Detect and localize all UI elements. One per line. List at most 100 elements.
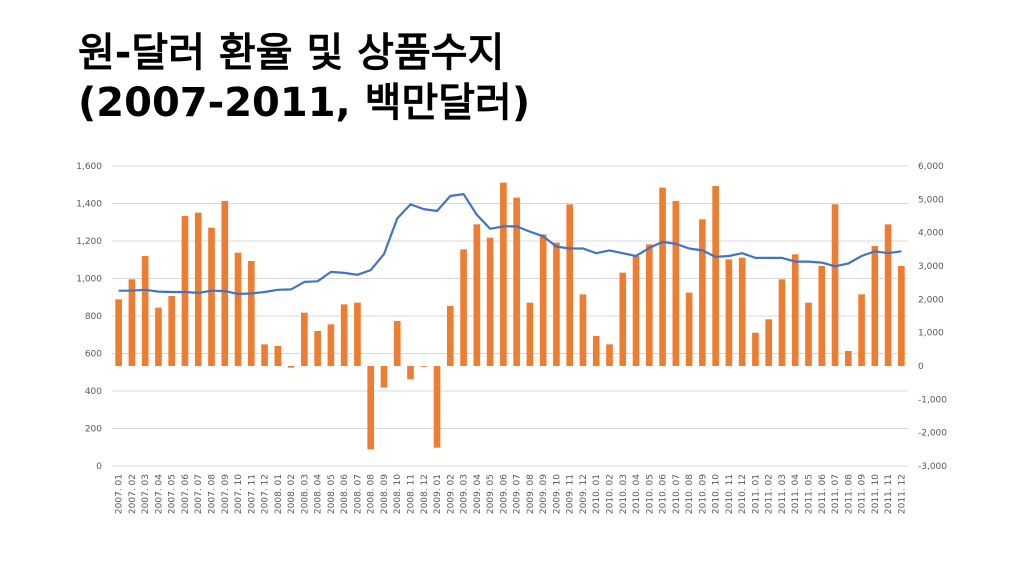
bar-trade-balance bbox=[513, 197, 520, 366]
bar-trade-balance bbox=[884, 224, 892, 366]
x-tick-label: 2010. 06 bbox=[659, 474, 669, 514]
bar-trade-balance bbox=[805, 302, 812, 366]
x-tick-label: 2008. 04 bbox=[314, 474, 324, 514]
x-tick-label: 2008. 12 bbox=[420, 474, 430, 514]
bar-trade-balance bbox=[274, 346, 282, 366]
bar-trade-balance bbox=[407, 366, 414, 380]
x-tick-label: 2009. 11 bbox=[566, 474, 576, 514]
y-right-tick-label: 0 bbox=[918, 362, 924, 372]
bar-trade-balance bbox=[354, 302, 361, 366]
x-tick-label: 2007. 07 bbox=[194, 474, 204, 514]
y-left-tick-label: 600 bbox=[85, 350, 102, 360]
bar-trade-balance bbox=[672, 201, 680, 366]
x-tick-label: 2008. 11 bbox=[407, 474, 417, 514]
bar-trade-balance bbox=[287, 366, 295, 368]
x-tick-label: 2008. 03 bbox=[300, 474, 310, 514]
y-right-tick-label: 5,000 bbox=[918, 195, 944, 205]
x-tick-label: 2008. 10 bbox=[393, 474, 403, 514]
y-left-tick-label: 400 bbox=[85, 387, 102, 397]
bar-trade-balance bbox=[327, 324, 335, 366]
bar-trade-balance bbox=[844, 351, 852, 366]
bar-trade-balance bbox=[486, 237, 494, 366]
x-tick-label: 2011. 09 bbox=[858, 474, 868, 514]
y-left-tick-label: 1,000 bbox=[76, 275, 102, 285]
y-left-tick-label: 1,600 bbox=[76, 162, 102, 172]
x-tick-label: 2011. 01 bbox=[751, 474, 761, 514]
x-tick-label: 2009. 06 bbox=[499, 474, 509, 514]
bar-trade-balance bbox=[831, 204, 839, 366]
x-tick-label: 2010. 05 bbox=[645, 474, 655, 514]
bar-trade-balance bbox=[818, 266, 826, 366]
bar-trade-balance bbox=[858, 294, 865, 366]
bar-trade-balance bbox=[526, 302, 534, 366]
x-tick-label: 2009. 04 bbox=[473, 474, 483, 514]
x-tick-label: 2011. 04 bbox=[791, 474, 801, 514]
bar-trade-balance bbox=[659, 187, 666, 366]
bar-trade-balance bbox=[619, 272, 627, 366]
x-tick-label: 2009. 12 bbox=[579, 474, 589, 514]
bar-trade-balance bbox=[871, 246, 879, 366]
y-left-tick-label: 200 bbox=[85, 425, 102, 435]
y-right-tick-label: 1,000 bbox=[918, 329, 944, 339]
x-tick-label: 2009. 03 bbox=[460, 474, 470, 514]
x-tick-label: 2010. 07 bbox=[672, 474, 682, 514]
x-tick-label: 2011. 02 bbox=[765, 474, 775, 514]
bar-trade-balance bbox=[194, 212, 202, 366]
bar-trade-balance bbox=[712, 186, 719, 366]
bar-trade-balance bbox=[500, 182, 507, 366]
x-tick-label: 2010. 10 bbox=[712, 474, 722, 514]
x-tick-label: 2011. 10 bbox=[871, 474, 881, 514]
bar-trade-balance bbox=[592, 336, 600, 366]
x-tick-label: 2008. 02 bbox=[287, 474, 297, 514]
x-tick-label: 2009. 08 bbox=[526, 474, 536, 514]
x-tick-label: 2011. 12 bbox=[897, 474, 907, 514]
y-right-tick-label: 4,000 bbox=[918, 229, 944, 239]
bar-trade-balance bbox=[314, 331, 321, 366]
bar-trade-balance bbox=[791, 254, 799, 366]
bar-trade-balance bbox=[128, 279, 136, 366]
y-right-tick-label: 6,000 bbox=[918, 162, 944, 172]
x-tick-label: 2009. 10 bbox=[552, 474, 562, 514]
x-tick-label: 2007. 06 bbox=[181, 474, 191, 514]
bar-trade-balance bbox=[340, 304, 348, 366]
x-tick-label: 2007. 03 bbox=[141, 474, 151, 514]
bar-trade-balance bbox=[208, 227, 215, 366]
line-exchange-rate bbox=[118, 193, 902, 295]
bar-trade-balance bbox=[380, 366, 388, 388]
bar-trade-balance bbox=[261, 344, 268, 366]
x-tick-label: 2010. 12 bbox=[738, 474, 748, 514]
y-right-tick-label: -1,000 bbox=[918, 395, 947, 405]
bar-trade-balance bbox=[221, 201, 229, 366]
x-tick-label: 2007. 11 bbox=[247, 474, 257, 514]
y-left-tick-label: 1,400 bbox=[76, 200, 102, 210]
bar-trade-balance bbox=[247, 261, 255, 366]
chart-title: 원-달러 환율 및 상품수지 (2007-2011, 백만달러) bbox=[78, 28, 530, 128]
y-left-tick-label: 1,200 bbox=[76, 237, 102, 247]
y-right-tick-label: 3,000 bbox=[918, 262, 944, 272]
x-tick-label: 2011. 08 bbox=[844, 474, 854, 514]
title-line-2: (2007-2011, 백만달러) bbox=[78, 80, 531, 126]
bar-trade-balance bbox=[606, 344, 613, 366]
x-tick-label: 2011. 06 bbox=[818, 474, 828, 514]
bar-trade-balance bbox=[566, 204, 574, 366]
x-tick-label: 2011. 11 bbox=[884, 474, 894, 514]
x-tick-label: 2010. 02 bbox=[606, 474, 616, 514]
x-tick-label: 2007. 08 bbox=[208, 474, 218, 514]
x-tick-label: 2009. 05 bbox=[486, 474, 496, 514]
y-right-tick-label: -2,000 bbox=[918, 429, 947, 439]
bar-trade-balance bbox=[115, 299, 122, 366]
bar-trade-balance bbox=[155, 307, 162, 366]
bar-trade-balance bbox=[460, 249, 467, 366]
bar-trade-balance bbox=[301, 312, 308, 366]
x-tick-label: 2011. 07 bbox=[831, 474, 841, 514]
bar-trade-balance bbox=[141, 256, 149, 366]
x-tick-label: 2009. 07 bbox=[513, 474, 523, 514]
bar-trade-balance bbox=[367, 366, 375, 450]
x-tick-label: 2007. 09 bbox=[221, 474, 231, 514]
x-tick-label: 2007. 12 bbox=[261, 474, 271, 514]
bar-trade-balance bbox=[898, 266, 905, 366]
bar-trade-balance bbox=[579, 294, 587, 366]
bar-trade-balance bbox=[473, 224, 481, 366]
x-tick-label: 2008. 09 bbox=[380, 474, 390, 514]
